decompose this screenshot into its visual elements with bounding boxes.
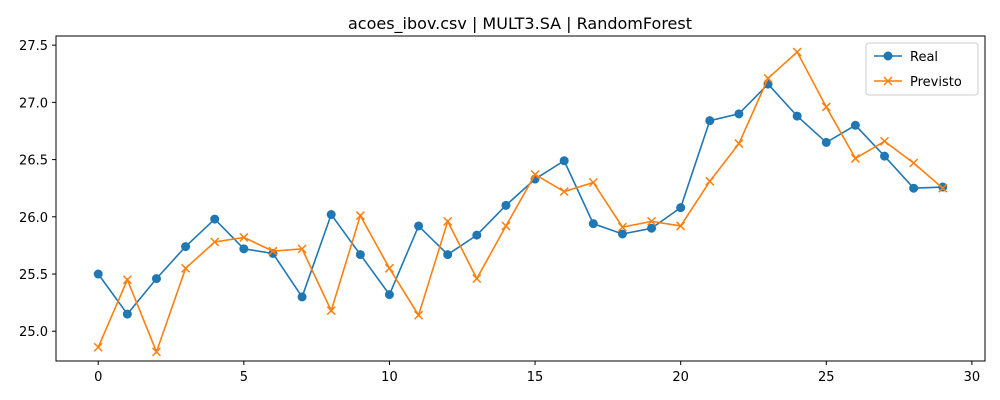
x-tick-label: 0: [94, 370, 102, 385]
data-point-previsto: [181, 263, 191, 273]
data-point-previsto: [239, 232, 249, 242]
data-point-real: [559, 156, 569, 166]
data-point-real: [909, 183, 919, 193]
y-tick-label: 27.5: [19, 39, 48, 54]
legend-label: Real: [910, 50, 938, 65]
y-axis: 25.0 25.5 26.0 26.5 27.0 27.5: [19, 39, 56, 340]
series-line-previsto: [97, 50, 944, 355]
legend-item-previsto: Previsto: [874, 75, 962, 90]
data-point-previsto: [763, 73, 773, 83]
data-point-real: [501, 200, 511, 210]
data-point-real: [617, 229, 627, 239]
data-point-real: [588, 219, 598, 229]
data-point-real: [384, 290, 394, 300]
y-tick-label: 26.0: [19, 211, 48, 226]
legend-label: Previsto: [910, 75, 962, 90]
data-point-real: [93, 269, 103, 279]
data-point-real: [239, 244, 249, 254]
data-point-previsto: [734, 139, 744, 149]
y-tick-label: 26.5: [19, 154, 48, 169]
data-point-previsto: [705, 176, 715, 186]
legend-marker: [883, 51, 893, 61]
data-point-real: [880, 151, 890, 161]
x-tick-label: 10: [381, 370, 398, 385]
data-point-real: [647, 223, 657, 233]
y-tick-label: 25.0: [19, 325, 48, 340]
data-point-real: [472, 230, 482, 240]
data-point-previsto: [151, 347, 162, 357]
data-point-real: [705, 116, 715, 126]
data-point-previsto: [501, 221, 511, 231]
data-point-previsto: [384, 263, 394, 273]
data-point-previsto: [676, 221, 686, 231]
x-tick-label: 15: [527, 370, 544, 385]
data-point-previsto: [297, 244, 307, 254]
y-tick-label: 27.0: [19, 96, 48, 111]
legend-marker: [883, 76, 893, 86]
x-tick-label: 30: [964, 370, 981, 385]
data-point-previsto: [530, 169, 540, 179]
data-point-previsto: [472, 274, 482, 284]
data-point-previsto: [326, 306, 336, 316]
data-point-previsto: [909, 158, 919, 168]
plot-area: [55, 35, 986, 362]
data-point-real: [210, 214, 220, 224]
data-point-real: [414, 221, 424, 231]
series-previsto: [93, 47, 948, 357]
data-point-real: [297, 292, 307, 302]
data-point-real: [792, 111, 802, 121]
data-point-previsto: [938, 183, 948, 193]
series-line-real: [97, 82, 943, 316]
data-point-previsto: [850, 153, 860, 163]
x-axis: 0 5 10 15 20 25 30: [94, 361, 980, 385]
data-point-real: [850, 120, 860, 130]
data-point-real: [443, 250, 453, 260]
series-layer: [93, 47, 948, 357]
data-point-real: [734, 109, 744, 119]
legend: Real Previsto: [865, 42, 979, 96]
data-point-previsto: [355, 211, 365, 221]
data-point-real: [355, 250, 365, 260]
y-tick-label: 25.5: [19, 268, 48, 283]
data-point-real: [151, 274, 161, 284]
data-point-previsto: [821, 102, 831, 112]
data-point-previsto: [122, 275, 132, 285]
data-point-previsto: [559, 187, 569, 197]
data-point-previsto: [792, 47, 802, 57]
data-point-real: [821, 137, 831, 147]
data-point-previsto: [588, 177, 598, 188]
data-point-previsto: [414, 310, 424, 320]
data-point-previsto: [443, 216, 453, 226]
data-point-real: [676, 203, 686, 213]
data-point-previsto: [268, 246, 278, 256]
x-tick-label: 25: [818, 370, 835, 385]
data-point-real: [326, 210, 336, 220]
data-point-previsto: [647, 216, 657, 226]
x-tick-label: 20: [672, 370, 689, 385]
x-tick-label: 5: [240, 370, 248, 385]
data-point-real: [181, 242, 191, 252]
data-point-previsto: [93, 342, 103, 352]
data-point-previsto: [210, 237, 220, 247]
legend-item-real: Real: [874, 50, 938, 65]
data-point-real: [938, 182, 948, 192]
data-point-previsto: [617, 222, 627, 232]
data-point-real: [122, 309, 132, 319]
data-point-previsto: [879, 136, 890, 146]
chart-title: acoes_ibov.csv | MULT3.SA | RandomForest: [348, 14, 692, 34]
